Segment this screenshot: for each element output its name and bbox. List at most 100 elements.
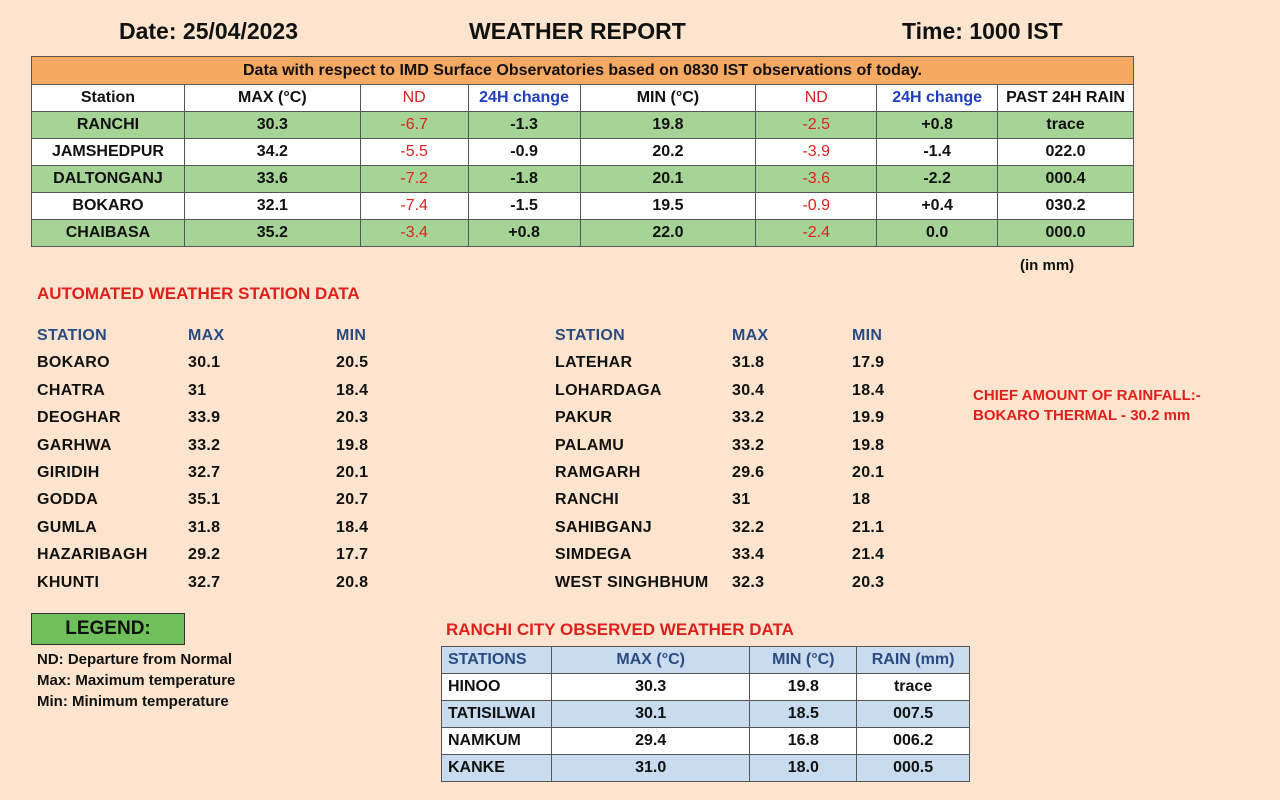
legend-list: ND: Departure from Normal Max: Maximum t… xyxy=(37,649,235,712)
max-change-cell: -0.9 xyxy=(467,138,581,166)
aws-max-value: 31 xyxy=(732,491,751,509)
aws-station-value: BOKARO xyxy=(37,354,110,372)
aws-station-value: RAMGARH xyxy=(555,464,641,481)
aws-max-value: 30.4 xyxy=(732,381,765,399)
aws-column-header-max: MAX xyxy=(188,327,225,344)
table-row: BOKARO 32.1 -7.4 -1.5 19.5 -0.9 +0.4 030… xyxy=(31,192,1134,220)
max-cell: 31.0 xyxy=(550,754,751,782)
ranchi-city-table: STATIONS MAX (°C) MIN (°C) RAIN (mm) HIN… xyxy=(441,646,970,782)
aws-station-value: GODDA xyxy=(37,491,99,509)
column-header-rain: RAIN (mm) xyxy=(856,646,970,674)
station-cell: DALTONGANJ xyxy=(31,165,185,193)
aws-column-header-min: MIN xyxy=(852,327,883,344)
max-cell: 33.6 xyxy=(183,165,361,193)
min-cell: 19.8 xyxy=(579,111,757,139)
report-date: Date: 25/04/2023 xyxy=(119,18,299,44)
max-cell: 30.3 xyxy=(550,673,751,701)
aws-max-value: 33.2 xyxy=(188,436,221,454)
station-cell: KANKE xyxy=(441,754,552,782)
aws-max-value: 32.2 xyxy=(732,518,765,536)
min-cell: 19.5 xyxy=(579,192,757,220)
min-cell: 20.2 xyxy=(579,138,757,166)
rain-cell: 022.0 xyxy=(997,138,1134,166)
table-row: RANCHI 30.3 -6.7 -1.3 19.8 -2.5 +0.8 tra… xyxy=(31,111,1134,139)
aws-max-value: 30.1 xyxy=(188,354,221,372)
aws-section-title: AUTOMATED WEATHER STATION DATA xyxy=(37,284,360,303)
aws-column-header-max: MAX xyxy=(732,327,769,344)
table-row: HINOO 30.3 19.8 trace xyxy=(441,673,970,701)
aws-max-value: 32.3 xyxy=(732,573,765,591)
legend-title: LEGEND: xyxy=(31,613,185,645)
aws-column-header-min: MIN xyxy=(336,327,367,344)
aws-station-value: GUMLA xyxy=(37,518,98,536)
aws-station-value: WEST SINGHBHUM xyxy=(555,573,709,591)
max-cell: 34.2 xyxy=(183,138,361,166)
aws-max-value: 33.9 xyxy=(188,409,221,427)
aws-min-value: 21.1 xyxy=(852,518,885,536)
aws-max-value: 31.8 xyxy=(732,354,765,372)
aws-max-value: 29.6 xyxy=(732,464,765,481)
aws-station-value: KHUNTI xyxy=(37,573,100,591)
rain-cell: 000.4 xyxy=(997,165,1134,193)
max-change-cell: -1.3 xyxy=(467,111,581,139)
min-cell: 19.8 xyxy=(749,673,858,701)
min-change-cell: +0.8 xyxy=(876,111,999,139)
column-header-stations: STATIONS xyxy=(441,646,552,674)
column-header-station: Station xyxy=(31,84,185,112)
max-nd-cell: -7.4 xyxy=(359,192,469,220)
aws-min-value: 19.8 xyxy=(336,436,369,454)
min-cell: 20.1 xyxy=(579,165,757,193)
rain-cell: 007.5 xyxy=(856,700,970,728)
report-title: WEATHER REPORT xyxy=(469,18,686,44)
table-row: JAMSHEDPUR 34.2 -5.5 -0.9 20.2 -3.9 -1.4… xyxy=(31,138,1134,166)
min-nd-cell: -2.5 xyxy=(755,111,878,139)
column-header-max: MAX (°C) xyxy=(550,646,751,674)
max-change-cell: +0.8 xyxy=(467,219,581,247)
chief-rainfall-heading: CHIEF AMOUNT OF RAINFALL:- xyxy=(973,387,1201,404)
station-cell: NAMKUM xyxy=(441,727,552,755)
aws-station-value: GIRIDIH xyxy=(37,464,100,481)
aws-min-value: 21.4 xyxy=(852,546,885,564)
min-cell: 18.0 xyxy=(749,754,858,782)
table-row: CHAIBASA 35.2 -3.4 +0.8 22.0 -2.4 0.0 00… xyxy=(31,219,1134,247)
aws-table-right: STATION MAX MIN LATEHAR 31.8 17.9 LOHARDAGA 30.… xyxy=(555,327,975,597)
aws-max-value: 32.7 xyxy=(188,464,221,481)
aws-station-value: LATEHAR xyxy=(555,354,633,372)
min-change-cell: +0.4 xyxy=(876,192,999,220)
aws-max-value: 31 xyxy=(188,381,207,399)
max-cell: 35.2 xyxy=(183,219,361,247)
aws-min-value: 17.7 xyxy=(336,546,369,564)
station-cell: BOKARO xyxy=(31,192,185,220)
min-change-cell: -1.4 xyxy=(876,138,999,166)
aws-min-value: 20.3 xyxy=(336,409,369,427)
aws-max-value: 32.7 xyxy=(188,573,221,591)
legend-item: Min: Minimum temperature xyxy=(37,693,229,710)
aws-station-value: PAKUR xyxy=(555,409,613,427)
aws-max-value: 33.4 xyxy=(732,546,765,564)
city-section-title: RANCHI CITY OBSERVED WEATHER DATA xyxy=(446,620,794,639)
min-nd-cell: -3.9 xyxy=(755,138,878,166)
station-cell: CHAIBASA xyxy=(31,219,185,247)
aws-min-value: 18 xyxy=(852,491,871,509)
column-header-past-24h-rain: PAST 24H RAIN xyxy=(997,84,1134,112)
table-row: DALTONGANJ 33.6 -7.2 -1.8 20.1 -3.6 -2.2… xyxy=(31,165,1134,193)
aws-station-value: DEOGHAR xyxy=(37,409,121,427)
min-change-cell: -2.2 xyxy=(876,165,999,193)
column-header-max: MAX (°C) xyxy=(183,84,361,112)
aws-max-value: 33.2 xyxy=(732,436,765,454)
rain-unit-note: (in mm) xyxy=(1020,257,1075,274)
imd-observatory-table: Data with respect to IMD Surface Observa… xyxy=(31,56,1134,247)
aws-column-header-station: STATION xyxy=(555,327,625,344)
max-cell: 32.1 xyxy=(183,192,361,220)
aws-min-value: 20.5 xyxy=(336,354,369,372)
rain-cell: 000.0 xyxy=(997,219,1134,247)
aws-max-value: 35.1 xyxy=(188,491,221,509)
max-cell: 30.1 xyxy=(550,700,751,728)
aws-station-value: SAHIBGANJ xyxy=(555,518,652,536)
aws-min-value: 20.7 xyxy=(336,491,369,509)
aws-max-value: 33.2 xyxy=(732,409,765,427)
aws-min-value: 17.9 xyxy=(852,354,885,372)
table-row: TATISILWAI 30.1 18.5 007.5 xyxy=(441,700,970,728)
chief-rainfall-note: CHIEF AMOUNT OF RAINFALL:- BOKARO THERMA… xyxy=(973,386,1201,426)
legend-item: Max: Maximum temperature xyxy=(37,672,236,689)
